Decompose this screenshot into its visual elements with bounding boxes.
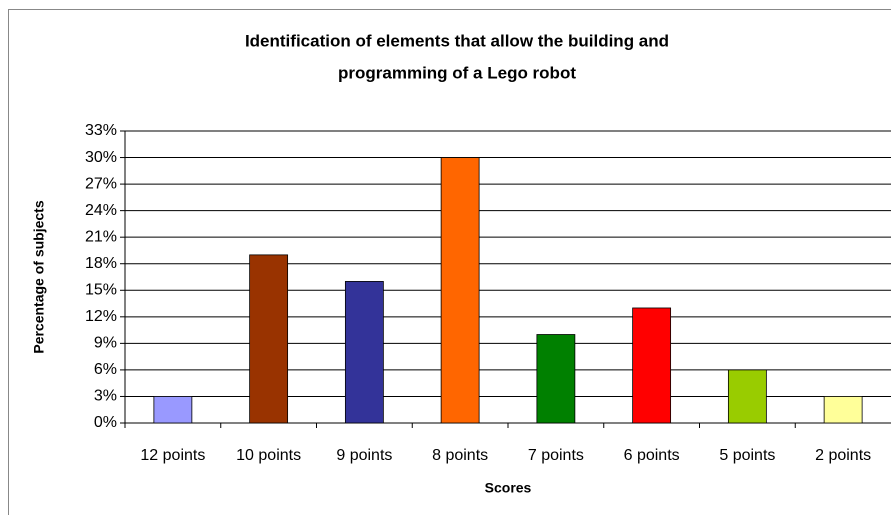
y-tick-label: 0% — [94, 414, 117, 431]
y-tick-label: 24% — [85, 202, 117, 219]
y-tick-label: 18% — [85, 255, 117, 272]
y-tick-label: 15% — [85, 281, 117, 298]
bar — [250, 255, 288, 423]
x-tick-label: 7 points — [528, 447, 584, 464]
bar — [728, 370, 766, 423]
chart-title: Identification of elements that allow th… — [245, 31, 669, 50]
y-tick-label: 21% — [85, 228, 117, 245]
x-tick-label: 8 points — [432, 447, 488, 464]
y-tick-label: 6% — [94, 361, 117, 378]
y-tick-label: 3% — [94, 388, 117, 405]
x-axis-title: Scores — [485, 480, 532, 496]
bar — [345, 281, 383, 423]
chart-title: programming of a Lego robot — [338, 63, 576, 82]
bar — [154, 396, 192, 423]
y-axis-title: Percentage of subjects — [31, 200, 47, 353]
bar — [824, 396, 862, 423]
x-tick-label: 5 points — [719, 447, 775, 464]
y-tick-label: 27% — [85, 175, 117, 192]
x-tick-label: 12 points — [140, 447, 205, 464]
y-tick-label: 12% — [85, 308, 117, 325]
y-tick-label: 33% — [85, 122, 117, 139]
x-tick-label: 6 points — [624, 447, 680, 464]
bar — [633, 308, 671, 423]
bar — [537, 335, 575, 423]
x-tick-label: 9 points — [336, 447, 392, 464]
bar — [441, 158, 479, 423]
x-tick-label: 10 points — [236, 447, 301, 464]
x-tick-label: 2 points — [815, 447, 871, 464]
y-tick-label: 30% — [85, 149, 117, 166]
y-tick-label: 9% — [94, 335, 117, 352]
